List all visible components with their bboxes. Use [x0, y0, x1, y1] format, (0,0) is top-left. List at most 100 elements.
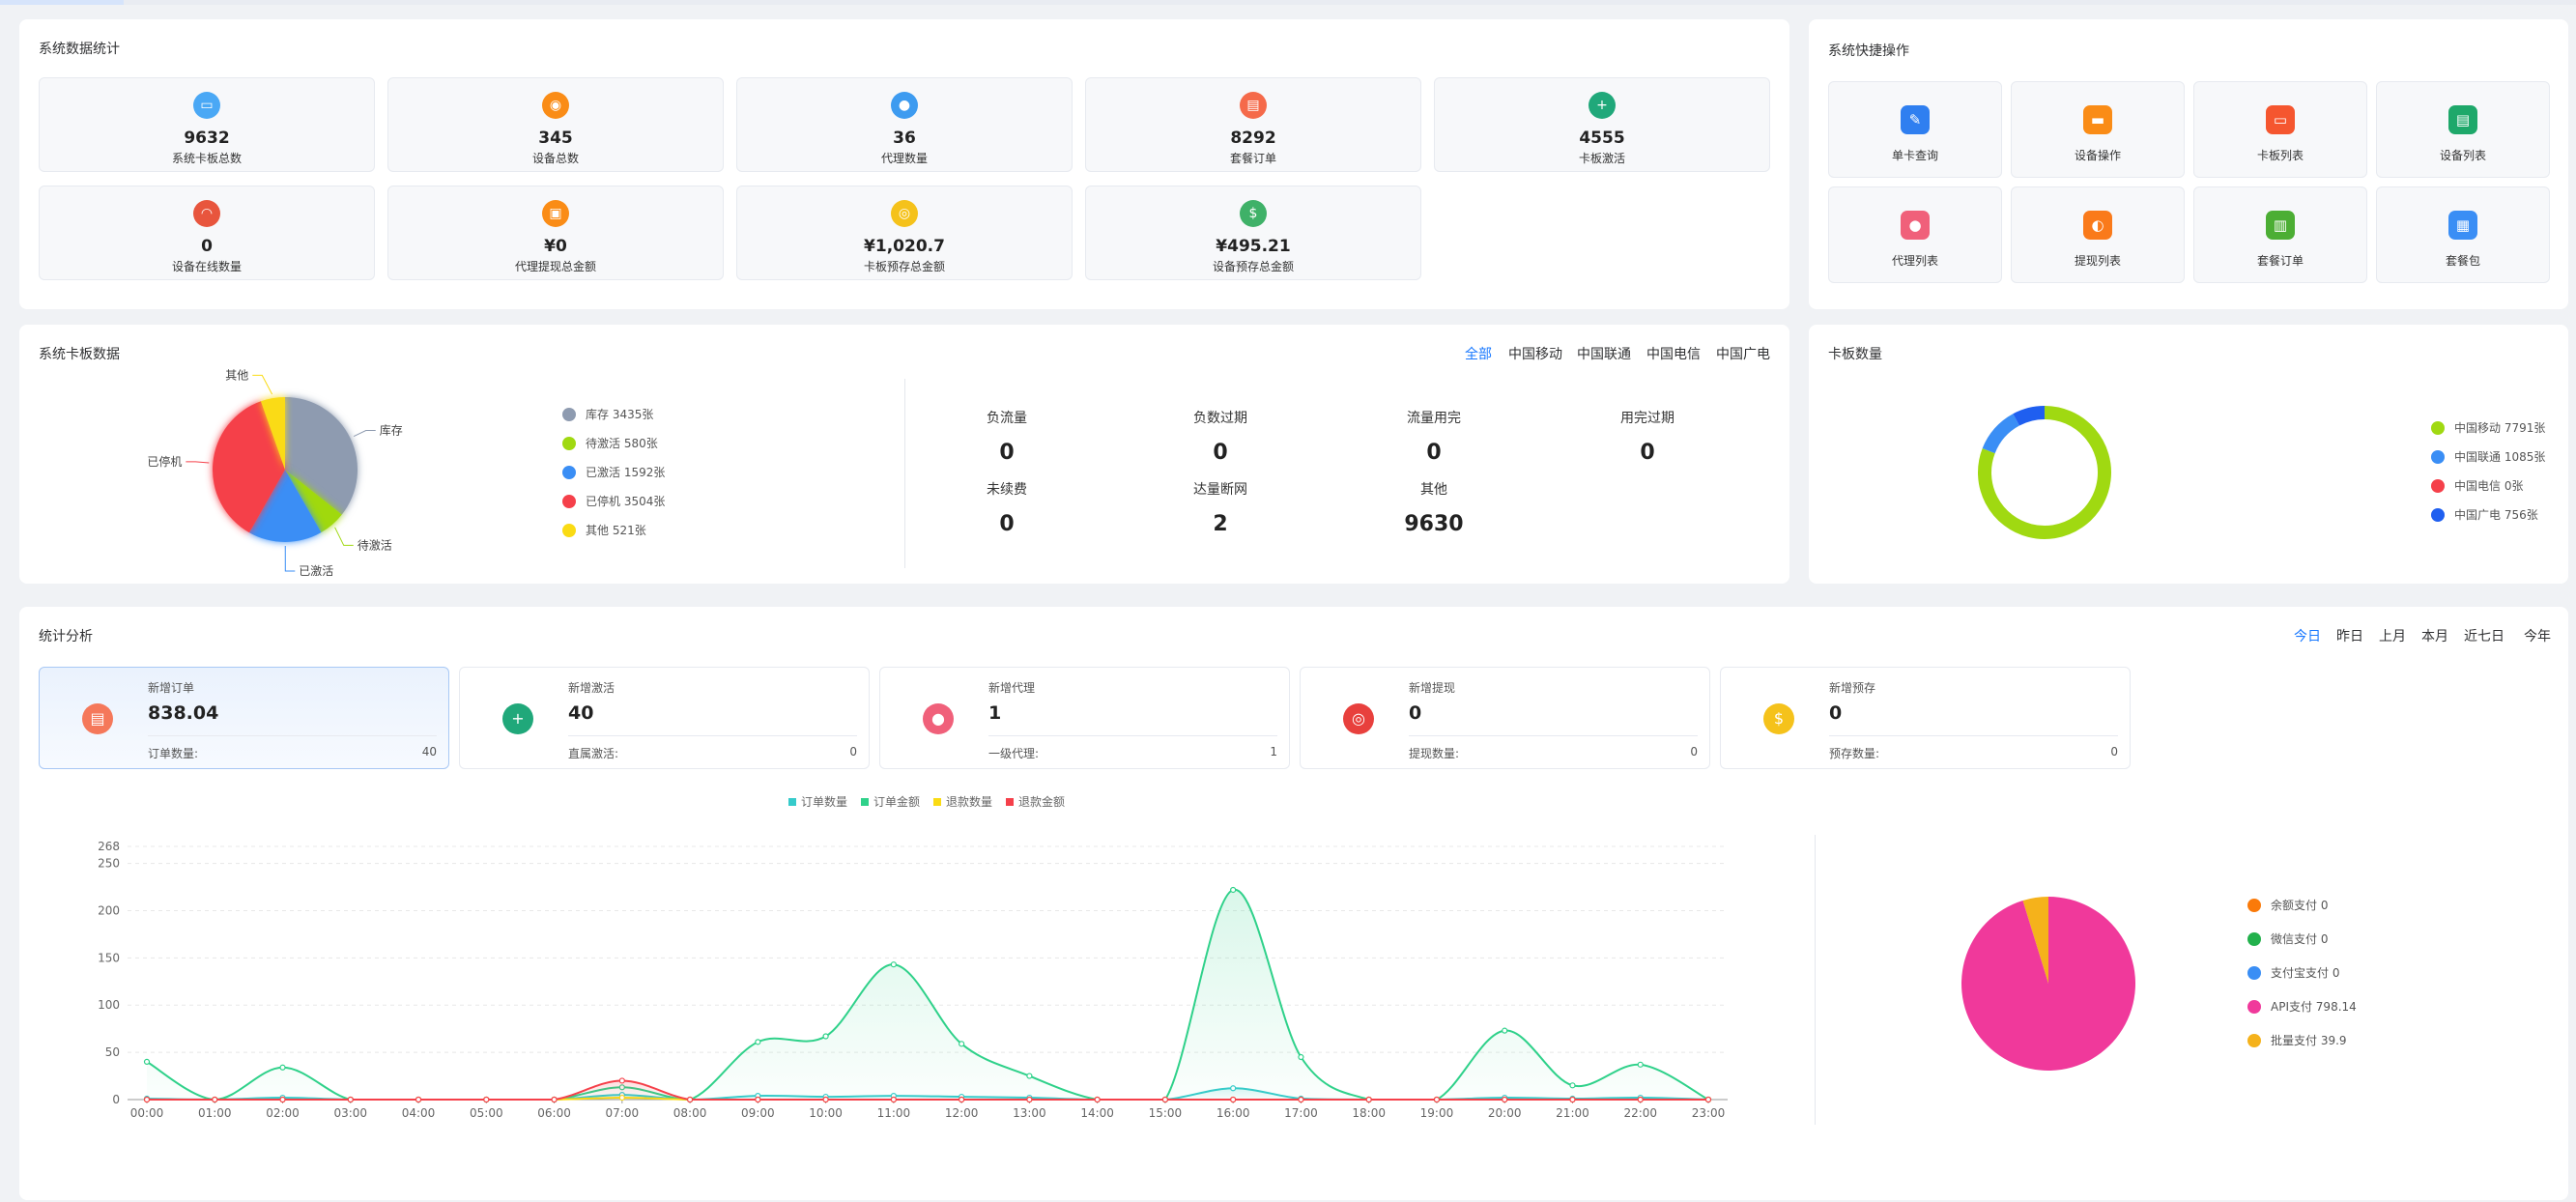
carrier-filter-tab[interactable]: 中国电信	[1646, 347, 1701, 362]
payment-legend-item[interactable]: API支付 798.14	[2247, 998, 2357, 1015]
legend-dot	[2247, 898, 2261, 912]
active-tab-indicator	[0, 0, 124, 5]
pie-slice	[2022, 897, 2048, 984]
x-tick-label: 10:00	[809, 1106, 843, 1120]
payment-legend-item[interactable]: 微信支付 0	[2247, 930, 2328, 947]
data-point	[1365, 1096, 1372, 1103]
y-tick-label: 50	[105, 1045, 120, 1059]
analysis-title: 统计分析	[39, 629, 93, 644]
carrier-legend-item[interactable]: 中国联通 1085张	[2431, 448, 2545, 465]
data-point	[1230, 886, 1237, 894]
stat-value: 8292	[1230, 129, 1276, 148]
quick-action-button[interactable]: ▦ 套餐包	[2376, 186, 2550, 283]
system-stats-panel: 系统数据统计 ▭ 9632 系统卡板总数 ◉ 345 设备总数 ● 36 代理数量 ▤ 8292 套餐…	[19, 19, 1789, 309]
analysis-card[interactable]: + 新增激活 40 直属激活: 0	[459, 667, 870, 769]
time-range-tab[interactable]: 昨日	[2336, 629, 2363, 644]
data-point	[1230, 1096, 1237, 1103]
quick-action-button[interactable]: ▤ 设备列表	[2376, 81, 2550, 178]
pie-label: 已激活	[299, 564, 333, 576]
data-point	[822, 1033, 829, 1040]
legend-dot	[2247, 999, 2261, 1014]
carrier-filter-tab[interactable]: 中国广电	[1716, 347, 1770, 362]
carrier-filter-tab[interactable]: 全部	[1465, 347, 1492, 362]
analysis-card[interactable]: $ 新增预存 0 预存数量: 0	[1720, 667, 2131, 769]
card-metric: 负流量 0	[939, 408, 1074, 465]
carrier-legend-item[interactable]: 中国移动 7791张	[2431, 419, 2545, 436]
x-tick-label: 15:00	[1149, 1106, 1183, 1120]
divider	[148, 735, 437, 736]
analysis-card[interactable]: ● 新增代理 1 一级代理: 1	[879, 667, 1290, 769]
data-point	[1298, 1053, 1304, 1061]
quick-action-button[interactable]: ▭ 卡板列表	[2193, 81, 2367, 178]
legend-dot	[562, 523, 576, 537]
system-stats-title: 系统数据统计	[39, 42, 120, 57]
target-icon: ◎	[1343, 703, 1374, 734]
payment-legend-item[interactable]: 支付宝支付 0	[2247, 964, 2339, 981]
metric-label: 用完过期	[1620, 411, 1674, 426]
stat-value: 0	[201, 237, 213, 256]
status-legend-item[interactable]: 已停机 3504张	[562, 493, 665, 509]
divider	[1409, 735, 1698, 736]
analysis-card[interactable]: ▤ 新增订单 838.04 订单数量: 40	[39, 667, 449, 769]
card-metric: 未续费 0	[939, 479, 1074, 536]
stat-card: ▭ 9632 系统卡板总数	[39, 77, 375, 172]
quick-action-button[interactable]: ▬ 设备操作	[2011, 81, 2185, 178]
analysis-card-value: 0	[1829, 702, 1843, 724]
analysis-sub-label: 预存数量:	[1829, 747, 1880, 760]
agent-icon: ●	[1901, 211, 1930, 240]
carrier-legend-item[interactable]: 中国电信 0张	[2431, 477, 2523, 494]
data-point	[1704, 1096, 1712, 1103]
carrier-filter-tab[interactable]: 中国移动	[1508, 347, 1562, 362]
stat-card: ▣ ¥0 代理提现总金额	[387, 186, 724, 280]
x-tick-label: 00:00	[130, 1106, 164, 1120]
analysis-sub-label: 直属激活:	[568, 747, 619, 760]
y-tick-label: 0	[112, 1093, 120, 1106]
data-point	[1094, 1096, 1101, 1103]
pie-label: 已停机	[147, 454, 182, 469]
status-legend-item[interactable]: 待激活 580张	[562, 435, 658, 451]
quick-action-button[interactable]: ● 代理列表	[1828, 186, 2002, 283]
status-legend-item[interactable]: 其他 521张	[562, 522, 646, 538]
time-range-tab[interactable]: 今年	[2524, 629, 2551, 644]
quick-action-label: 代理列表	[1891, 254, 1938, 268]
device-list-icon: ▤	[2448, 105, 2477, 134]
pie-slice	[248, 470, 322, 542]
pie-slice	[285, 397, 358, 515]
data-point	[1569, 1082, 1576, 1089]
stat-value: ¥1,020.7	[864, 237, 945, 256]
legend-dot	[2247, 1033, 2261, 1047]
stat-card: ◉ 345 设备总数	[387, 77, 724, 172]
pie-slice	[285, 470, 342, 532]
stat-value: ¥495.21	[1216, 237, 1291, 256]
x-tick-label: 08:00	[673, 1106, 707, 1120]
pie-label-line	[334, 527, 354, 546]
tool-icon: ✎	[1901, 105, 1930, 134]
analysis-card-title: 新增激活	[568, 681, 615, 695]
agent-icon: ●	[923, 703, 954, 734]
payment-legend-item[interactable]: 批量支付 39.9	[2247, 1032, 2347, 1048]
quick-action-label: 套餐订单	[2256, 254, 2304, 268]
payment-legend-item[interactable]: 余额支付 0	[2247, 897, 2328, 913]
data-point	[1026, 1073, 1033, 1079]
carrier-legend-item[interactable]: 中国广电 756张	[2431, 506, 2538, 523]
carrier-filter-tab[interactable]: 中国联通	[1577, 347, 1631, 362]
time-range-tab[interactable]: 今日	[2294, 629, 2321, 644]
wifi-icon: ◠	[193, 200, 220, 227]
time-range-tab[interactable]: 上月	[2379, 629, 2406, 644]
status-legend-item[interactable]: 已激活 1592张	[562, 464, 665, 480]
pie-label-line	[353, 430, 376, 438]
analysis-card-title: 新增代理	[988, 681, 1036, 695]
time-range-tab[interactable]: 本月	[2421, 629, 2448, 644]
quick-action-label: 卡板列表	[2256, 149, 2304, 162]
user-icon: ●	[891, 92, 918, 119]
quick-action-button[interactable]: ▥ 套餐订单	[2193, 186, 2367, 283]
analysis-card-title: 新增预存	[1829, 681, 1876, 695]
quick-action-button[interactable]: ✎ 单卡查询	[1828, 81, 2002, 178]
time-range-tab[interactable]: 近七日	[2464, 629, 2504, 644]
quick-action-button[interactable]: ◐ 提现列表	[2011, 186, 2185, 283]
stat-value: 9632	[184, 129, 230, 148]
analysis-card[interactable]: ◎ 新增提现 0 提现数量: 0	[1300, 667, 1710, 769]
x-tick-label: 16:00	[1216, 1106, 1250, 1120]
status-legend-item[interactable]: 库存 3435张	[562, 406, 653, 422]
